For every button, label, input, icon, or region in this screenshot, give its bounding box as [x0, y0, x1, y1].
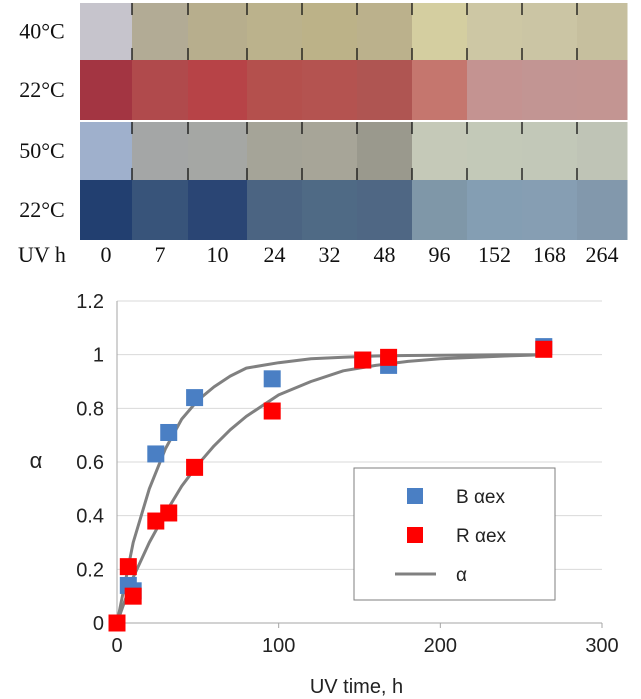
- blue-data-point: [160, 423, 178, 441]
- swatch-cell: [188, 122, 248, 180]
- swatch-cell: [247, 60, 303, 120]
- swatch-cell: [577, 60, 628, 120]
- alpha-vs-uv-time-chart: 0 0.2 0.4 0.6 0.8 1 1.2 0 100 200 300 UV time, h α B …: [30, 291, 619, 698]
- red-data-point: [380, 348, 398, 366]
- x-tick-label: 200: [424, 635, 457, 657]
- x-tick-label: 0: [111, 635, 122, 657]
- legend-label: α: [456, 565, 467, 586]
- x-tick-label: 300: [585, 635, 618, 657]
- row-label: 50°C: [19, 138, 64, 163]
- uv-time-label: 48: [374, 242, 396, 267]
- swatch-cell: [302, 60, 358, 120]
- red-data-point: [119, 558, 137, 576]
- swatch-cell: [188, 60, 248, 120]
- swatch-cell: [357, 3, 413, 60]
- y-tick-label: 0.8: [76, 398, 104, 420]
- swatch-cell: [577, 3, 628, 60]
- y-axis-title: α: [30, 448, 43, 473]
- swatch-cell: [188, 3, 248, 60]
- uv-time-label: 7: [155, 242, 166, 267]
- row-label: 40°C: [19, 19, 64, 44]
- swatch-cell: [412, 60, 468, 120]
- y-tick-label: 0.2: [76, 559, 104, 581]
- swatch-cell: [467, 180, 523, 240]
- y-tick-label: 0.4: [76, 506, 104, 528]
- swatch-cell: [302, 3, 358, 60]
- color-swatch-panel: 40°C 22°C 50°C 22°C UV h 0 7 10 24 32 48 96 152 168 26…: [18, 3, 628, 267]
- swatch-cell: [577, 180, 628, 240]
- swatch-cell: [132, 3, 189, 60]
- swatch-cell: [247, 180, 303, 240]
- red-data-point: [147, 512, 165, 530]
- swatch-cell: [522, 3, 578, 60]
- red-data-point: [535, 340, 553, 358]
- swatch-cell: [132, 122, 189, 180]
- swatch-cell: [522, 122, 578, 180]
- swatch-cell: [577, 122, 628, 180]
- swatch-cell: [522, 60, 578, 120]
- red-data-point: [263, 402, 281, 420]
- uv-time-label: 0: [101, 242, 112, 267]
- red-data-point: [108, 614, 126, 632]
- swatch-cell: [302, 122, 358, 180]
- red-data-point: [124, 587, 142, 605]
- uv-time-label: 32: [319, 242, 341, 267]
- red-data-point: [186, 458, 204, 476]
- swatch-cell: [412, 3, 468, 60]
- swatch-cell: [467, 122, 523, 180]
- swatch-cell: [522, 180, 578, 240]
- blue-data-point: [263, 370, 281, 388]
- x-axis-title: UV time, h: [310, 676, 403, 698]
- legend-label: R αex: [456, 526, 507, 547]
- swatch-cell: [132, 60, 189, 120]
- swatch-cell: [467, 60, 523, 120]
- legend-label: B αex: [456, 487, 506, 508]
- swatch-cell: [80, 60, 133, 120]
- swatch-cell: [412, 180, 468, 240]
- blue-data-point: [147, 445, 165, 463]
- uv-time-label: 152: [478, 242, 511, 267]
- red-data-point: [354, 351, 372, 369]
- blue-data-point: [186, 389, 204, 407]
- uv-time-label: 168: [533, 242, 566, 267]
- swatch-cell: [247, 3, 303, 60]
- y-tick-label: 0.6: [76, 452, 104, 474]
- y-tick-label: 1.2: [76, 291, 104, 313]
- swatch-cell: [80, 3, 133, 60]
- uv-time-label: 24: [264, 242, 286, 267]
- uv-time-label: 10: [207, 242, 229, 267]
- legend-red-marker: [407, 527, 423, 543]
- swatch-cell: [412, 122, 468, 180]
- row-label: 22°C: [19, 77, 64, 102]
- uv-time-label: 264: [586, 242, 619, 267]
- swatch-cell: [132, 180, 189, 240]
- swatch-cell: [467, 3, 523, 60]
- legend-box: [353, 467, 556, 601]
- row-label: 22°C: [19, 197, 64, 222]
- swatch-cell: [357, 122, 413, 180]
- swatch-cell: [80, 180, 133, 240]
- swatch-cell: [188, 180, 248, 240]
- y-tick-label: 1: [93, 345, 104, 367]
- red-data-point: [160, 504, 178, 522]
- swatch-cell: [302, 180, 358, 240]
- swatch-cell: [80, 122, 133, 180]
- uv-time-label: 96: [429, 242, 451, 267]
- x-tick-label: 100: [262, 635, 295, 657]
- legend-blue-marker: [407, 488, 423, 504]
- swatch-cell: [247, 122, 303, 180]
- swatch-cell: [357, 180, 413, 240]
- uv-hours-label: UV h: [18, 242, 66, 267]
- y-tick-label: 0: [93, 613, 104, 635]
- swatch-cell: [357, 60, 413, 120]
